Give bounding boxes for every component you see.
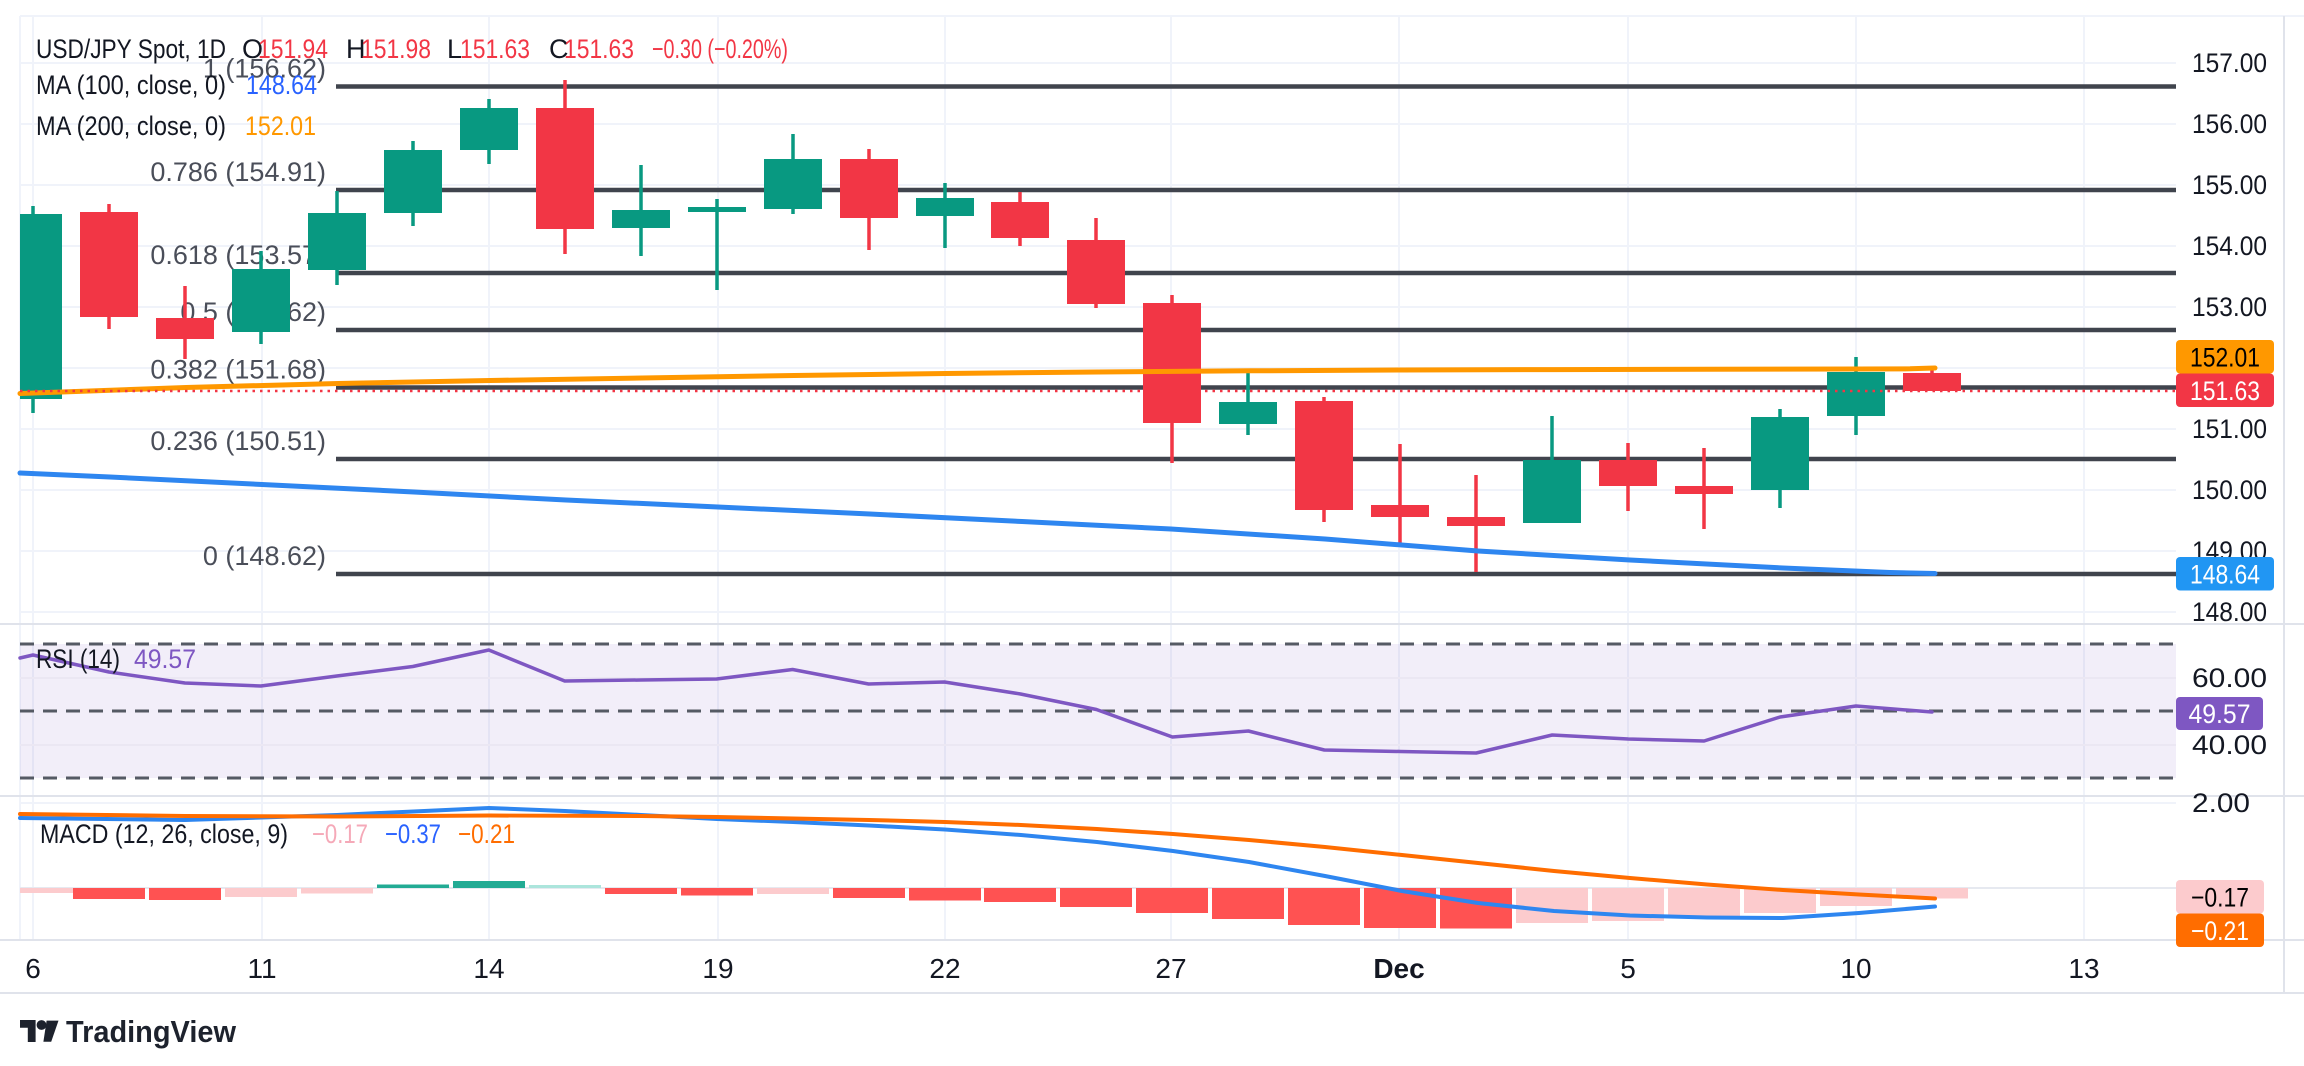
svg-text:22: 22 bbox=[929, 953, 960, 984]
svg-text:0.618 (153.57): 0.618 (153.57) bbox=[150, 240, 326, 270]
svg-text:−0.30 (−0.20%): −0.30 (−0.20%) bbox=[652, 34, 788, 64]
svg-text:H: H bbox=[346, 34, 366, 64]
svg-text:−0.17: −0.17 bbox=[2191, 882, 2249, 912]
svg-text:13: 13 bbox=[2068, 953, 2099, 984]
svg-text:0.382 (151.68): 0.382 (151.68) bbox=[150, 355, 326, 385]
svg-text:−0.21: −0.21 bbox=[458, 819, 515, 849]
svg-text:157.00: 157.00 bbox=[2192, 48, 2267, 78]
svg-text:14: 14 bbox=[473, 953, 504, 984]
svg-text:0 (148.62): 0 (148.62) bbox=[203, 541, 326, 571]
svg-text:49.57: 49.57 bbox=[134, 644, 196, 674]
svg-text:60.00: 60.00 bbox=[2192, 663, 2267, 693]
svg-text:152.01: 152.01 bbox=[2190, 342, 2260, 372]
svg-text:151.63: 151.63 bbox=[564, 34, 634, 64]
svg-text:49.57: 49.57 bbox=[2189, 699, 2251, 729]
svg-text:155.00: 155.00 bbox=[2192, 170, 2267, 200]
svg-text:153.00: 153.00 bbox=[2192, 292, 2267, 322]
svg-text:40.00: 40.00 bbox=[2192, 730, 2267, 760]
svg-text:RSI (14): RSI (14) bbox=[36, 644, 120, 674]
svg-text:151.63: 151.63 bbox=[2190, 376, 2260, 406]
svg-text:0.236 (150.51): 0.236 (150.51) bbox=[150, 426, 326, 456]
svg-text:MA (100, close, 0): MA (100, close, 0) bbox=[36, 70, 226, 100]
svg-text:151.98: 151.98 bbox=[361, 34, 431, 64]
svg-text:6: 6 bbox=[25, 953, 41, 984]
svg-text:154.00: 154.00 bbox=[2192, 231, 2267, 261]
svg-text:151.00: 151.00 bbox=[2192, 414, 2267, 444]
svg-text:0.786 (154.91): 0.786 (154.91) bbox=[150, 157, 326, 187]
svg-text:152.01: 152.01 bbox=[245, 111, 316, 141]
svg-text:1 (156.62): 1 (156.62) bbox=[203, 54, 326, 84]
svg-text:10: 10 bbox=[1840, 953, 1871, 984]
svg-text:151.63: 151.63 bbox=[460, 34, 530, 64]
svg-text:USD/JPY Spot, 1D: USD/JPY Spot, 1D bbox=[36, 34, 226, 64]
svg-text:148.64: 148.64 bbox=[246, 70, 317, 100]
svg-text:MA (200, close, 0): MA (200, close, 0) bbox=[36, 111, 226, 141]
svg-text:148.00: 148.00 bbox=[2192, 597, 2267, 627]
svg-text:2.00: 2.00 bbox=[2192, 788, 2250, 818]
svg-text:150.00: 150.00 bbox=[2192, 475, 2267, 505]
svg-text:−0.17: −0.17 bbox=[312, 819, 368, 849]
svg-text:19: 19 bbox=[702, 953, 733, 984]
svg-text:27: 27 bbox=[1155, 953, 1186, 984]
svg-text:C: C bbox=[549, 34, 569, 64]
svg-text:L: L bbox=[447, 34, 462, 64]
svg-text:−0.37: −0.37 bbox=[385, 819, 441, 849]
svg-text:TradingView: TradingView bbox=[66, 1014, 237, 1049]
svg-text:−0.21: −0.21 bbox=[2191, 916, 2249, 946]
svg-text:Dec: Dec bbox=[1373, 953, 1424, 984]
svg-text:11: 11 bbox=[247, 953, 276, 984]
svg-text:5: 5 bbox=[1620, 953, 1636, 984]
svg-text:O: O bbox=[242, 34, 263, 64]
svg-text:151.94: 151.94 bbox=[258, 34, 328, 64]
svg-text:148.64: 148.64 bbox=[2190, 559, 2260, 589]
svg-text:MACD (12, 26, close, 9): MACD (12, 26, close, 9) bbox=[40, 819, 288, 849]
svg-text:156.00: 156.00 bbox=[2192, 109, 2267, 139]
